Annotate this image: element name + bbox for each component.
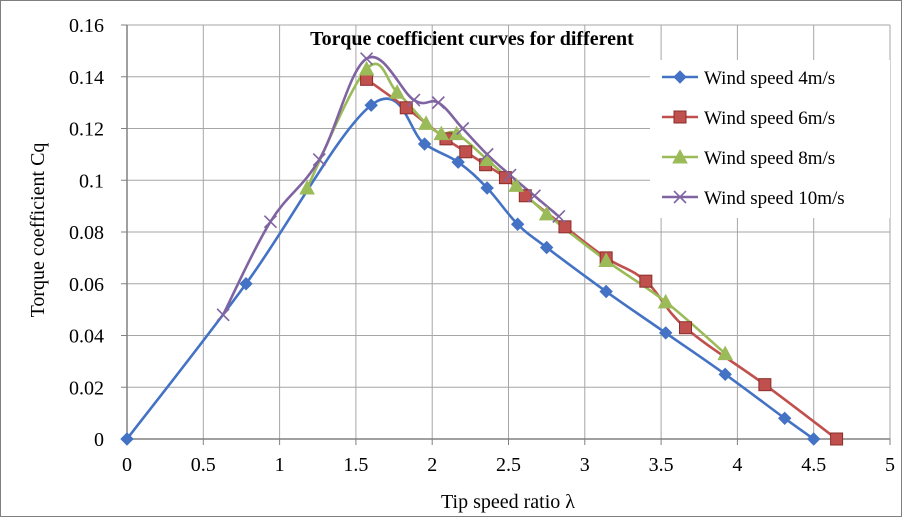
data-point-series-4-stroke (216, 308, 230, 322)
legend-marker-3 (672, 148, 688, 164)
y-tick-label: 0.16 (69, 15, 104, 37)
y-tick-labels: 0 0.02 0.04 0.06 0.08 0.1 0.12 0.14 0.16 (69, 15, 104, 451)
data-point-series-4 (456, 121, 470, 136)
x-tick-label: 0.5 (191, 454, 216, 476)
y-tick-label: 0.1 (79, 170, 104, 192)
y-tick-label: 0.14 (69, 67, 104, 89)
data-point-series-3 (717, 345, 734, 361)
data-point-series-3 (299, 179, 315, 195)
y-tick-label: 0 (94, 429, 104, 451)
data-point-series-4-stroke (263, 215, 278, 229)
data-point-series-3 (358, 60, 375, 76)
data-point-series-3 (479, 151, 495, 167)
data-point-series-4-stroke (312, 152, 326, 167)
y-tick-label: 0.04 (69, 326, 104, 348)
legend-label-2: Wind speed 6m/s (704, 108, 835, 129)
legend-box (650, 60, 890, 218)
data-point-series-4 (263, 215, 278, 229)
data-point-series-2 (639, 274, 653, 288)
data-point-series-3 (657, 293, 674, 309)
data-point-series-4 (431, 96, 445, 110)
legend: Wind speed 4m/s Wind speed 6m/s Wind speed… (650, 60, 890, 218)
data-point-series-4-stroke (527, 189, 542, 203)
x-tick-label: 1.5 (343, 454, 368, 476)
data-point-series-4 (216, 308, 230, 322)
data-point-series-4-stroke (503, 168, 517, 182)
data-point-series-1 (510, 217, 525, 231)
chart-title: Torque coefficient curves for different (310, 28, 634, 50)
y-tick-label: 0.12 (69, 119, 104, 141)
x-axis-title: Tip speed ratio λ (441, 491, 575, 513)
data-point-series-4-stroke (360, 52, 374, 66)
data-point-series-2 (518, 189, 532, 203)
data-point-series-1 (658, 326, 673, 340)
data-point-series-1 (480, 181, 494, 195)
data-point-series-4-stroke (407, 93, 421, 107)
data-point-series-1 (364, 98, 378, 112)
y-axis-title: Torque coefficient Cq (27, 143, 49, 318)
data-point-series-4 (503, 168, 517, 182)
data-point-series-1 (120, 432, 134, 446)
legend-marker-4 (673, 190, 687, 204)
x-tick-label: 1 (275, 454, 285, 476)
data-point-series-2 (830, 432, 844, 446)
data-point-series-2 (498, 171, 512, 185)
series-line-1 (125, 97, 815, 441)
y-tick-label: 0.08 (69, 222, 104, 244)
legend-marker-4-stroke (673, 190, 687, 204)
x-tick-labels: 0 0.5 1 1.5 2 2.5 3 3.5 4 4.5 5 (122, 454, 895, 476)
data-point-series-4 (480, 147, 494, 161)
data-point-series-1 (718, 367, 732, 382)
legend-marker-1 (673, 70, 687, 84)
data-point-series-4-stroke (456, 121, 470, 136)
data-point-series-4 (552, 209, 566, 224)
data-point-series-4 (360, 52, 374, 66)
data-point-series-4-stroke (431, 96, 445, 110)
data-point-series-3 (418, 115, 434, 130)
x-tick-label: 2.5 (496, 454, 521, 476)
data-point-series-3 (433, 125, 450, 141)
data-point-series-3 (598, 252, 615, 267)
x-tick-label: 0 (122, 454, 132, 476)
data-point-series-1 (777, 411, 792, 426)
legend-label-1: Wind speed 4m/s (704, 68, 835, 89)
x-tick-label: 5 (885, 454, 895, 476)
data-point-series-1 (417, 137, 432, 151)
data-point-series-2 (758, 378, 772, 392)
x-tick-label: 4 (732, 454, 742, 476)
data-point-series-4-stroke (552, 209, 566, 224)
data-point-series-4 (312, 152, 326, 167)
data-point-series-1 (451, 155, 465, 169)
legend-label-3: Wind speed 8m/s (704, 148, 835, 169)
x-tick-label: 4.5 (801, 454, 826, 476)
legend-label-4: Wind speed 10m/s (704, 188, 845, 209)
data-point-series-2 (459, 145, 473, 159)
data-point-series-4 (527, 189, 542, 203)
data-point-series-4 (407, 93, 421, 107)
data-point-series-3 (448, 125, 465, 141)
data-point-series-1 (806, 432, 821, 446)
data-point-series-4-stroke (480, 147, 494, 161)
legend-marker-2 (673, 110, 687, 124)
data-point-series-2 (558, 220, 572, 234)
marker-layer (120, 52, 844, 446)
series-line-3 (305, 62, 727, 355)
y-tick-label: 0.02 (69, 377, 104, 399)
y-tick-label: 0.06 (69, 274, 104, 296)
x-tick-label: 2 (427, 454, 437, 476)
data-point-series-3 (508, 177, 524, 192)
data-point-series-1 (239, 277, 253, 291)
data-point-series-1 (539, 240, 554, 255)
x-tick-label: 3.5 (649, 454, 674, 476)
x-tick-label: 3 (580, 454, 590, 476)
data-point-series-1 (599, 284, 613, 299)
data-point-series-3 (389, 84, 405, 99)
data-point-series-3 (538, 205, 555, 221)
data-point-series-2 (679, 321, 693, 335)
